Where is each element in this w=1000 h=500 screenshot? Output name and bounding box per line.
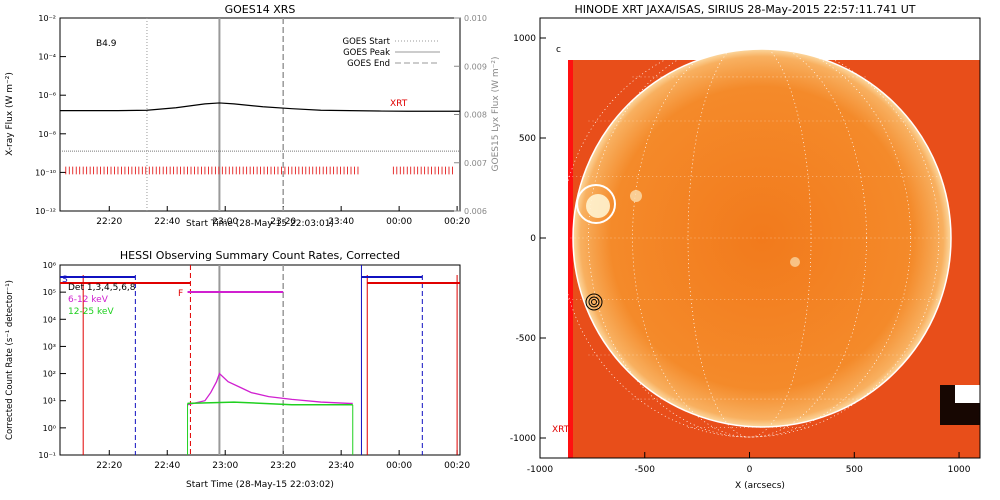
goes-x-tick-label: 23:40 [328, 217, 354, 227]
hessi-x-tick-label: 00:00 [386, 461, 412, 471]
bright-point-1 [630, 190, 642, 202]
hessi-det-label: Det 1,3,4,5,6,8 [68, 283, 136, 293]
hessi-series-6-12: 6-12 keV [68, 295, 109, 305]
solar-disk [573, 49, 951, 427]
xrt-x-tick-label: 0 [747, 465, 753, 475]
hessi-ylabel: Corrected Count Rate (s⁻¹ detector⁻¹) [5, 280, 15, 440]
hessi-x-tick-label: 00:20 [444, 461, 470, 471]
goes-y-tick-label: 10⁻¹⁰ [35, 168, 56, 177]
goes-y-right-tick-label: 0.009 [464, 62, 487, 71]
hessi-xlabel: Start Time (28-May-15 22:03:02) [186, 480, 334, 490]
xrt-y-tick-label: 500 [519, 134, 536, 144]
goes-x-tick-label: 22:40 [154, 217, 180, 227]
goes-panel: GOES14 XRS 22:20 22:40 23:00 23:20 23:40 00:0… [5, 3, 501, 229]
goes-title: GOES14 XRS [225, 3, 296, 16]
xrt-x-tick-label: 1000 [948, 465, 971, 475]
xrt-x-tick-label: 500 [846, 465, 863, 475]
xrt-y-tick-label: 1000 [513, 34, 536, 44]
flag-f: F [178, 289, 183, 299]
flag-s: S [62, 275, 68, 285]
xrt-image-xlabel: X (arcsecs) [735, 481, 785, 491]
xrt-x-tick-label: -1000 [527, 465, 553, 475]
hessi-x-tick-label: 23:20 [270, 461, 296, 471]
hessi-y-tick-label: 10² [43, 370, 56, 379]
xrt-x-tick-label: -500 [635, 465, 656, 475]
goes-legend: GOES Start GOES Peak GOES End [342, 37, 440, 69]
goes-xlabel: Start Time (28-May-15 22:03:01) [186, 219, 334, 229]
bright-point-2 [790, 257, 800, 267]
xrt-left-edge [568, 60, 573, 458]
hessi-y-tick-label: 10⁵ [43, 288, 56, 297]
goes-y-tick-label: 10⁻⁸ [38, 130, 56, 139]
goes-y-right-tick-label: 0.010 [464, 14, 487, 23]
hessi-y-tick-label: 10³ [43, 342, 56, 351]
legend-goes-start: GOES Start [342, 37, 390, 47]
goes-x-tick-label: 22:20 [96, 217, 122, 227]
goes-y-right-tick-label: 0.006 [464, 207, 487, 216]
hessi-plot-frame [59, 264, 461, 456]
goes-y-right-tick-label: 0.008 [464, 111, 487, 120]
c-label: c [556, 45, 561, 55]
legend-goes-end: GOES End [347, 59, 390, 69]
xrt-y-tick-label: -500 [516, 334, 537, 344]
hessi-x-tick-label: 23:40 [328, 461, 354, 471]
hessi-12-25-line [187, 401, 353, 406]
xrt-image-title: HINODE XRT JAXA/ISAS, SIRIUS 28-May-2015… [575, 3, 916, 16]
xrt-image-label: XRT [552, 425, 570, 435]
xrt-y-tick-label: -1000 [510, 434, 536, 444]
xrt-image-panel: HINODE XRT JAXA/ISAS, SIRIUS 28-May-2015… [510, 3, 981, 491]
goes-y-tick-label: 10⁻¹² [35, 207, 56, 216]
active-region-bright [586, 194, 610, 218]
goes-class-label: B4.9 [96, 39, 117, 49]
goes-y-tick-label: 10⁻⁶ [38, 91, 56, 100]
hessi-x-tick-label: 23:00 [212, 461, 238, 471]
flare-circle [576, 184, 616, 224]
contour-outer [585, 293, 603, 311]
xrt-y-tick-label: 0 [530, 234, 536, 244]
hessi-panel: HESSI Observing Summary Count Rates, Cor… [5, 249, 470, 490]
goes-x-tick-label: 23:00 [212, 217, 238, 227]
contour-middle [588, 296, 600, 308]
goes-y-tick-label: 10⁻² [38, 14, 56, 23]
goes-x-tick-label: 00:00 [386, 217, 412, 227]
hessi-6-12-line [187, 372, 353, 406]
goes-y-right-tick-label: 0.007 [464, 159, 487, 168]
goes-y-tick-label: 10⁻⁴ [38, 53, 56, 62]
hessi-x-tick-label: 22:40 [154, 461, 180, 471]
goes-xrs-long-line [60, 102, 460, 112]
hessi-y-tick-label: 10¹ [43, 397, 56, 406]
goes-ylabel: X-ray Flux (W m⁻²) [5, 72, 15, 156]
goes-x-tick-label: 23:20 [270, 217, 296, 227]
hessi-x-tick-label: 22:20 [96, 461, 122, 471]
goes-ylabel-right: GOES15 Lyx Flux (W m⁻²) [491, 57, 501, 172]
white-corner-patch [955, 385, 980, 403]
goes-plot-frame [59, 17, 461, 212]
contour-inner [591, 299, 597, 305]
hessi-y-tick-label: 10⁴ [43, 315, 56, 324]
goes-x-tick-label: 00:20 [444, 217, 470, 227]
hessi-title: HESSI Observing Summary Count Rates, Cor… [120, 249, 400, 262]
hessi-y-tick-label: 10⁰ [43, 424, 56, 433]
hessi-y-tick-label: 10⁶ [43, 261, 56, 270]
legend-goes-peak: GOES Peak [343, 48, 390, 58]
limb-circle [572, 48, 952, 428]
hessi-y-tick-label: 10⁻¹ [38, 451, 56, 460]
hessi-series-12-25: 12-25 keV [68, 307, 114, 317]
xrt-series-label: XRT [390, 99, 408, 109]
